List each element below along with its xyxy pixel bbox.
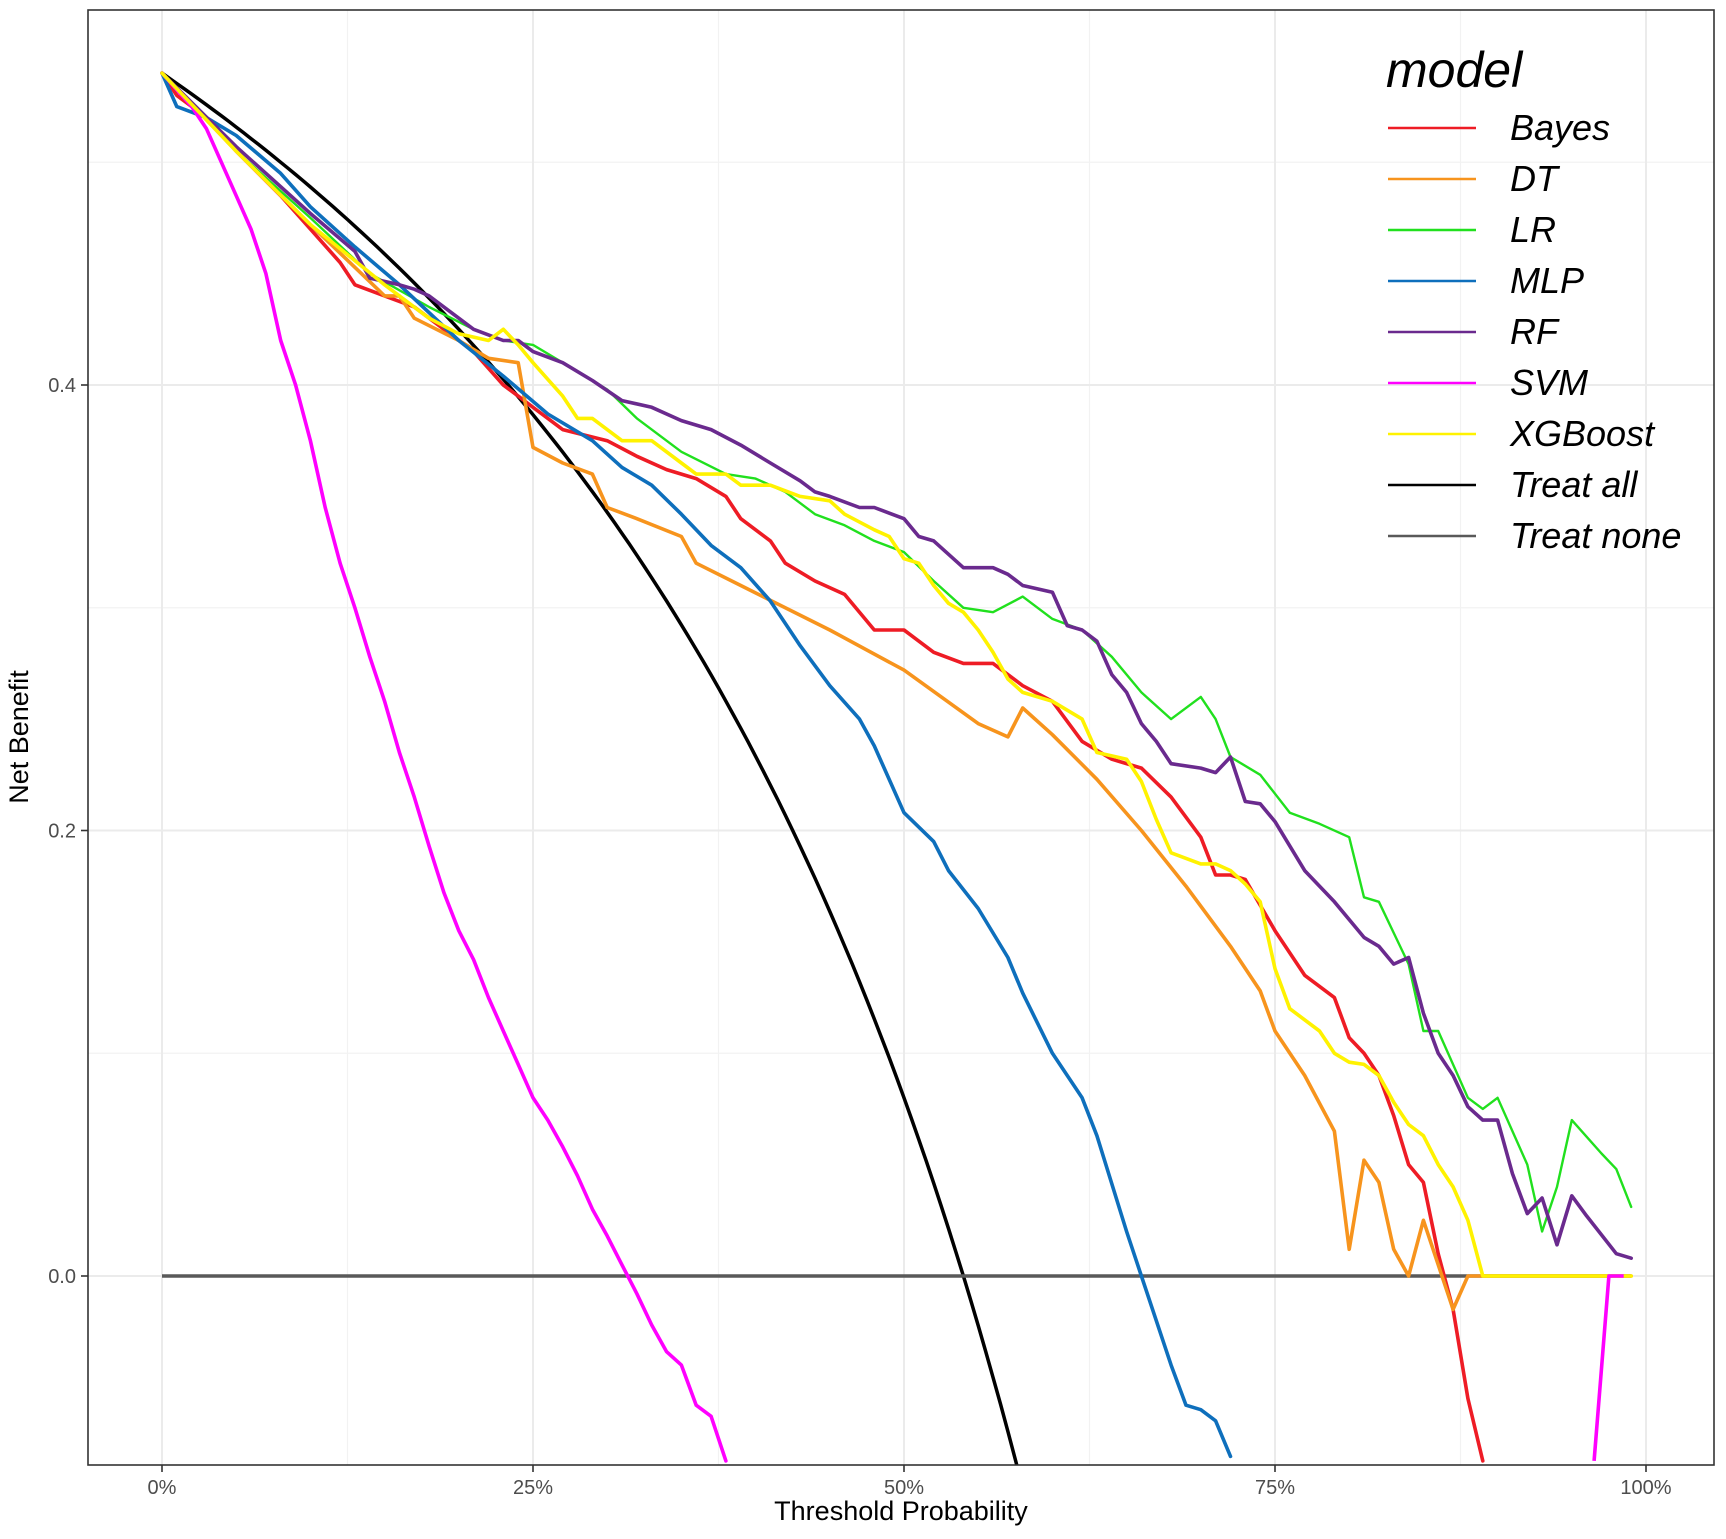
- grid-lines: [88, 10, 1714, 1465]
- series-line-svm: [160, 71, 728, 1463]
- x-tick-label: 0%: [148, 1477, 177, 1499]
- legend-label: Treat none: [1510, 515, 1681, 556]
- x-tick-label: 25%: [513, 1477, 553, 1499]
- legend-label: XGBoost: [1509, 413, 1656, 454]
- y-tick-label: 0.2: [48, 821, 76, 843]
- y-tick-label: 0.4: [48, 375, 76, 397]
- legend-label: DT: [1510, 158, 1561, 199]
- x-axis-title: Threshold Probability: [774, 1496, 1028, 1526]
- series-line-mlp: [160, 71, 1233, 1459]
- reference-lines: [160, 71, 1632, 1465]
- y-tick-label: 0.0: [48, 1266, 76, 1288]
- panel-border: [87, 9, 1715, 1466]
- line-treat-all: [160, 71, 1019, 1465]
- legend-label: Bayes: [1510, 107, 1610, 148]
- y-axis-title: Net Benefit: [4, 670, 34, 804]
- legend-label: LR: [1510, 209, 1556, 250]
- x-tick-label: 75%: [1255, 1477, 1295, 1499]
- x-tick-label: 50%: [884, 1477, 924, 1499]
- series-line-svm-tail: [1592, 1274, 1624, 1462]
- legend: model Bayes DT LR MLP RF SVM XGBoost Treat all T…: [1386, 42, 1681, 556]
- series-lines: [160, 71, 1633, 1463]
- legend-label: Treat all: [1510, 464, 1638, 505]
- series-line-xgboost: [160, 71, 1633, 1278]
- legend-label: MLP: [1510, 260, 1584, 301]
- legend-label: RF: [1510, 311, 1560, 352]
- legend-label: SVM: [1510, 362, 1588, 403]
- series-line-rf: [160, 71, 1633, 1260]
- x-tick-label: 100%: [1620, 1477, 1671, 1499]
- series-line-dt: [160, 71, 1633, 1312]
- axis-ticks: 0% 25% 50% 75% 100% 0.0 0.2 0.4: [48, 375, 1672, 1499]
- legend-title: model: [1386, 42, 1524, 98]
